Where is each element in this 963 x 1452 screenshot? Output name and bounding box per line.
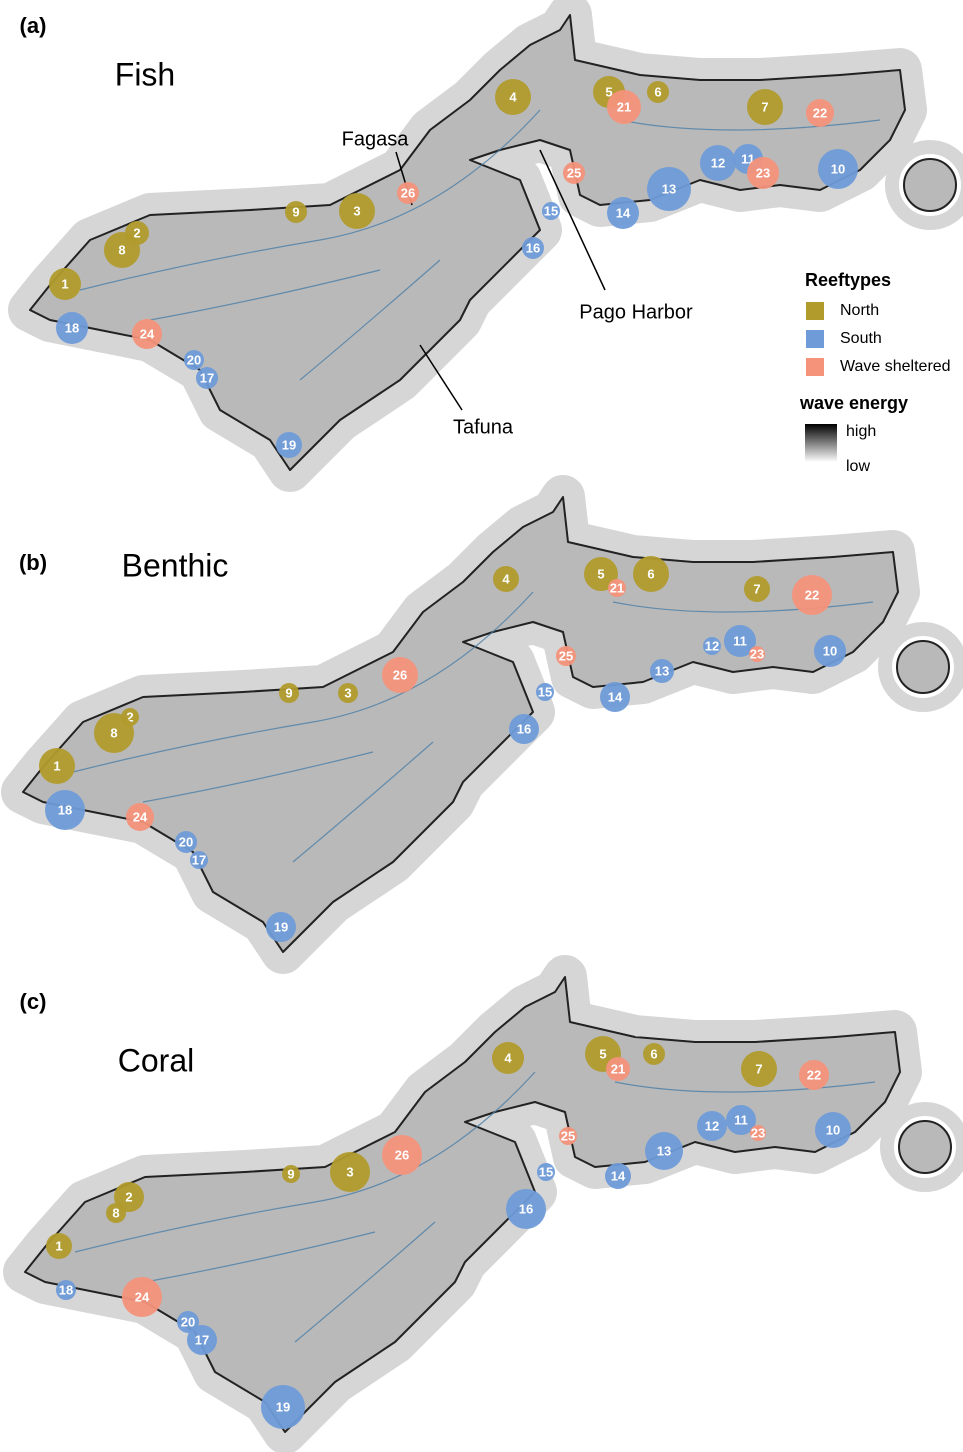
site-label: 20 [179, 834, 193, 849]
site-label: 21 [617, 99, 631, 114]
site-label: 4 [509, 89, 517, 104]
panel-label: (c) [20, 989, 47, 1014]
site-label: 4 [504, 1050, 512, 1065]
panel-title: Benthic [122, 547, 229, 583]
wave-gradient [805, 424, 837, 462]
site-label: 25 [567, 165, 581, 180]
site-label: 4 [502, 571, 510, 586]
site-label: 7 [761, 99, 768, 114]
site-label: 1 [61, 276, 68, 291]
site-label: 2 [125, 1189, 132, 1204]
site-label: 3 [344, 685, 351, 700]
site-label: 13 [655, 663, 669, 678]
site-label: 7 [753, 581, 760, 596]
site-label: 17 [192, 852, 206, 867]
site-label: 25 [561, 1128, 575, 1143]
legend-title: Reeftypes [805, 270, 891, 290]
site-label: 17 [200, 370, 214, 385]
panel-label: (a) [20, 13, 47, 38]
site-label: 23 [750, 646, 764, 661]
site-label: 5 [599, 1046, 606, 1061]
legend-label: South [840, 330, 882, 347]
annotation: Tafuna [453, 416, 514, 438]
site-label: 17 [195, 1332, 209, 1347]
site-label: 6 [647, 566, 654, 581]
site-label: 22 [805, 587, 819, 602]
site-label: 3 [353, 203, 360, 218]
site-label: 22 [807, 1067, 821, 1082]
legend-label: Wave sheltered [840, 358, 951, 375]
site-label: 8 [112, 1205, 119, 1220]
panel-title: Coral [118, 1042, 194, 1078]
page: {"panels": [ {"label": "(a)", "title": "… [0, 0, 963, 1452]
site-label: 12 [705, 1118, 719, 1133]
site-label: 20 [181, 1314, 195, 1329]
site-label: 20 [187, 352, 201, 367]
site-label: 10 [831, 161, 845, 176]
figure: Fagasa Pago Harbor Tafuna Reeftypes wave… [0, 0, 963, 1452]
site-label: 15 [539, 1164, 553, 1179]
legend-swatch [806, 330, 824, 348]
legend-swatch [806, 358, 824, 376]
site-label: 18 [65, 320, 79, 335]
site-label: 14 [616, 205, 631, 220]
site-label: 1 [53, 758, 60, 773]
site-label: 16 [517, 721, 531, 736]
site-label: 6 [650, 1046, 657, 1061]
site-label: 8 [110, 725, 117, 740]
site-label: 10 [826, 1122, 840, 1137]
legend-label: North [840, 302, 879, 319]
site-label: 6 [654, 84, 661, 99]
site-label: 16 [519, 1201, 533, 1216]
site-label: 19 [276, 1399, 290, 1414]
site-label: 9 [287, 1166, 294, 1181]
site-label: 21 [610, 580, 624, 595]
site-label: 26 [401, 185, 415, 200]
site-label: 24 [135, 1289, 150, 1304]
panel-title: Fish [115, 56, 175, 92]
annotation: Pago Harbor [579, 301, 693, 323]
site-label: 21 [611, 1061, 625, 1076]
site-label: 16 [526, 240, 540, 255]
site-label: 15 [538, 684, 552, 699]
site-label: 12 [705, 638, 719, 653]
site-label: 26 [395, 1147, 409, 1162]
site-label: 18 [58, 802, 72, 817]
site-label: 9 [285, 685, 292, 700]
site-label: 22 [813, 105, 827, 120]
site-label: 24 [140, 326, 155, 341]
site-label: 7 [755, 1061, 762, 1076]
site-label: 25 [559, 648, 573, 663]
site-label: 3 [346, 1164, 353, 1179]
wave-legend-title: wave energy [799, 393, 908, 413]
site-label: 26 [393, 667, 407, 682]
site-label: 9 [292, 204, 299, 219]
site-label: 23 [756, 165, 770, 180]
site-label: 18 [59, 1282, 73, 1297]
site-label: 24 [133, 809, 148, 824]
site-label: 8 [118, 242, 125, 257]
legend-swatch [806, 302, 824, 320]
site-label: 5 [597, 566, 604, 581]
panel-label: (b) [19, 550, 47, 575]
site-label: 12 [711, 155, 725, 170]
annotation: Fagasa [342, 128, 410, 150]
wave-legend-high: high [846, 423, 876, 440]
site-label: 13 [657, 1143, 671, 1158]
site-label: 23 [751, 1125, 765, 1140]
site-label: 11 [734, 1112, 748, 1127]
site-label: 14 [611, 1168, 626, 1183]
site-label: 1 [55, 1238, 62, 1253]
site-label: 11 [733, 633, 747, 648]
site-label: 13 [662, 181, 676, 196]
site-label: 19 [282, 437, 296, 452]
site-label: 14 [608, 689, 623, 704]
site-label: 15 [544, 203, 558, 218]
wave-legend-low: low [846, 458, 870, 475]
site-label: 19 [274, 919, 288, 934]
site-label: 10 [823, 643, 837, 658]
